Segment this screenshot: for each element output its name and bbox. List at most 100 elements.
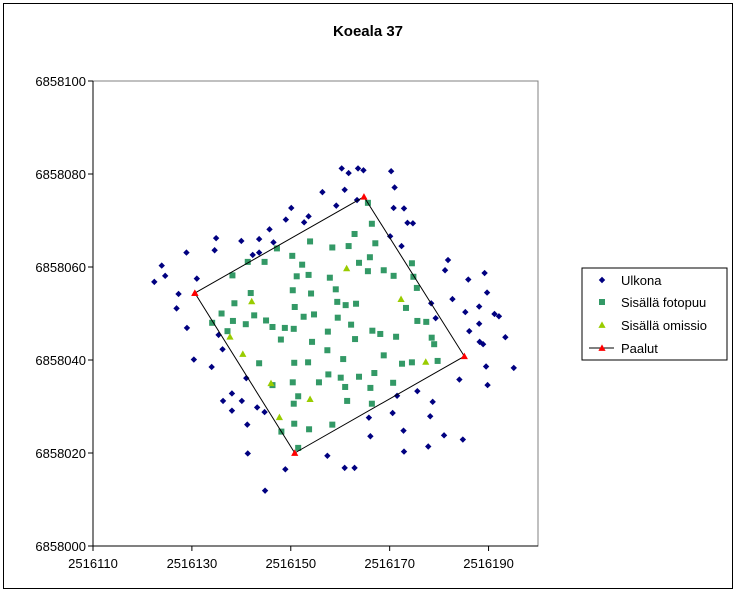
data-point [291,449,299,456]
data-point [368,400,375,407]
data-point [410,273,417,280]
data-point [293,273,300,280]
data-point [333,202,340,209]
data-point [341,464,348,472]
data-point [371,370,378,377]
data-point [305,213,312,220]
data-point [315,379,322,386]
data-point [462,308,469,316]
legend-label: Ulkona [621,273,662,288]
data-point [337,374,344,381]
data-point [345,243,352,250]
y-tick-label: 6858020 [35,446,86,461]
data-point [173,305,180,312]
data-point [351,230,358,237]
data-point [348,321,355,328]
data-point [231,300,238,307]
data-point [491,310,498,318]
data-point [366,254,373,261]
data-point [305,271,312,278]
data-point [281,324,288,331]
x-tick-label: 2516110 [68,556,118,571]
data-point [239,350,247,357]
data-point [380,267,387,274]
y-tick-label: 6858040 [35,353,86,368]
data-point [309,338,316,345]
data-point [340,356,347,363]
data-point [390,272,397,279]
data-point [460,352,468,360]
data-point [423,318,430,325]
x-tick-label: 2516150 [265,556,316,571]
data-point [456,376,463,383]
series-3 [191,193,468,456]
data-point [307,238,314,245]
legend-box [581,267,728,361]
data-point [247,290,254,297]
data-point [377,330,384,337]
data-point [208,363,215,371]
data-point [326,274,333,281]
data-point [219,346,226,353]
data-point [290,400,297,407]
data-point [334,298,341,305]
data-point [183,249,190,256]
data-point [300,313,307,320]
data-point [400,427,407,434]
legend-marker [598,276,606,284]
data-point [345,169,352,177]
data-point [390,204,397,212]
data-point [291,303,298,310]
data-point [190,356,198,363]
data-point [324,347,331,354]
data-point [459,436,467,443]
data-point [270,239,277,246]
data-point [354,165,362,172]
data-point [356,259,363,266]
series-0 [151,165,517,494]
data-point [400,205,408,212]
data-point [360,167,367,174]
data-point [238,397,246,405]
data-point [441,267,449,274]
data-point [367,433,374,440]
data-point [295,444,302,451]
data-point [289,287,296,294]
data-point [289,379,296,386]
data-point [183,324,191,332]
data-point [482,363,490,370]
data-point [386,233,394,240]
data-point [228,407,236,414]
data-point [475,303,483,310]
data-point [483,289,491,296]
data-point [352,336,359,343]
data-point [475,320,483,327]
data-point [251,312,258,319]
data-point [238,237,245,245]
data-point [364,268,371,275]
data-point [282,466,289,473]
legend-marker [599,299,605,305]
data-point [324,328,331,335]
data-point [261,258,268,265]
data-point [343,264,351,272]
data-point [193,275,201,282]
x-tick-label: 2516170 [364,556,415,571]
data-point [282,216,290,223]
data-point [261,487,269,494]
data-point [308,290,315,297]
data-point [305,359,312,366]
data-point [319,188,326,196]
data-point [211,247,218,254]
data-point [400,448,408,455]
data-point [422,358,430,365]
y-tick-label: 6858080 [35,167,86,182]
data-point [158,262,165,269]
data-point [324,452,331,459]
data-point [255,249,263,256]
data-point [365,414,373,421]
data-point [299,261,306,268]
data-point [226,333,234,340]
data-point [244,258,251,265]
data-point [341,186,348,194]
